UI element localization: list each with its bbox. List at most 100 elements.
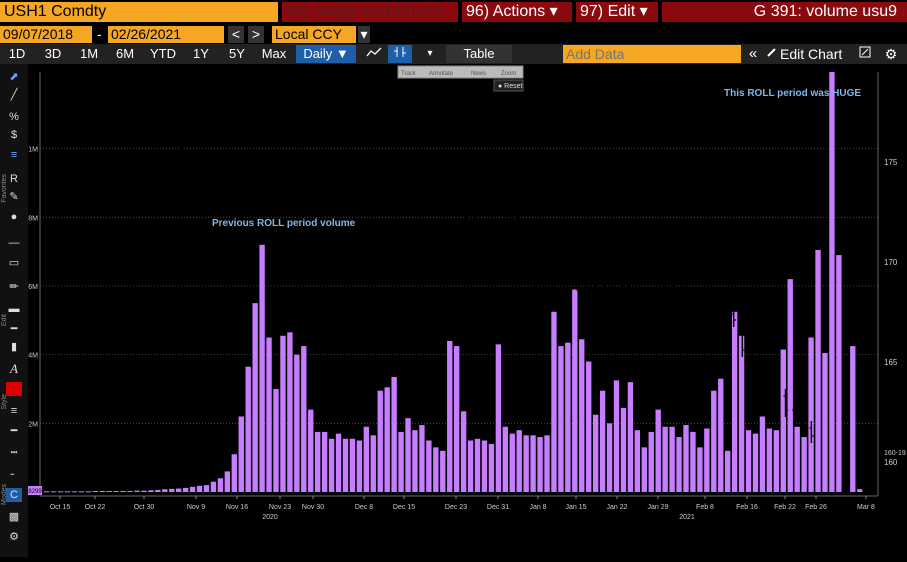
left-tick-label: 0.4M [28, 353, 38, 360]
dollar-tool-icon[interactable]: $ [10, 129, 18, 141]
period-1d-button[interactable]: 1D [8, 46, 26, 61]
marker-icon[interactable]: ● [10, 211, 18, 223]
currency-dropdown-icon[interactable]: ▾ [358, 26, 370, 43]
volume-bar [592, 414, 599, 492]
period-1y-button[interactable]: 1Y [193, 46, 209, 61]
text-tool-icon[interactable]: A [10, 361, 18, 376]
period-6m-button[interactable]: 6M [115, 46, 135, 61]
fib-tool-icon[interactable]: ≡ [10, 149, 18, 161]
period-max-button[interactable]: Max [261, 46, 287, 61]
previous-roll-annotation: Previous ROLL period volume [212, 218, 356, 229]
eraser-icon[interactable]: ▬ [8, 303, 20, 315]
add-data-input[interactable] [563, 45, 741, 63]
volume-bar [731, 311, 738, 492]
floating-toolbar: Track Annotate News Zoom ● Reset [397, 65, 524, 92]
color-swatch[interactable] [6, 382, 22, 396]
volume-bar [551, 311, 557, 492]
apps-icon[interactable]: ▩ [8, 511, 20, 523]
x-tick-label: Dec 31 [487, 504, 509, 511]
volume-bar [189, 486, 196, 492]
year-label: 2020 [262, 514, 278, 521]
floating-tool-zoom[interactable]: Zoom [501, 71, 516, 77]
line-chart-icon[interactable] [364, 45, 384, 63]
volume-bar [280, 335, 286, 492]
volume-bar [210, 481, 217, 492]
table-button[interactable]: Table [446, 45, 512, 63]
volume-bar [92, 490, 98, 492]
edit-chart-button[interactable]: Edit Chart [780, 46, 843, 62]
next-period-button[interactable]: > [248, 26, 264, 43]
x-tick-label: Nov 23 [269, 504, 291, 511]
volume-bar [579, 339, 585, 492]
left-tick-label: 0.2M [28, 421, 38, 428]
volume-bar [523, 435, 529, 492]
edit-menu[interactable]: 97) Edit ▾ [576, 2, 658, 22]
volume-bar [676, 437, 682, 492]
floating-tool-annotate[interactable]: Annotate [429, 71, 454, 77]
end-date-input[interactable]: 02/26/2021 [108, 26, 224, 43]
expand-icon[interactable] [858, 45, 872, 63]
volume-bar [850, 346, 856, 492]
modes-label: Modes [1, 484, 8, 506]
stroke-icon[interactable]: ╴ [10, 469, 18, 481]
volume-bar [586, 361, 592, 492]
start-date-input[interactable]: 09/07/2018 [0, 26, 92, 43]
dashed-line-icon[interactable]: ┅ [10, 447, 18, 459]
volume-bar [454, 346, 460, 492]
gear-icon[interactable]: ⚙ [884, 46, 898, 62]
pencil-icon[interactable] [764, 45, 778, 63]
reset-button[interactable]: ● Reset [498, 83, 523, 90]
rectangle-icon[interactable]: ▭ [8, 257, 20, 269]
draw-line-icon[interactable]: ╱ [10, 89, 18, 101]
volume-bar [488, 443, 495, 492]
chart-type-dropdown-icon[interactable]: ▾ [427, 48, 433, 59]
volume-bar [224, 471, 231, 492]
ticker-field[interactable]: USH1 Comdty [0, 2, 278, 22]
period-3d-button[interactable]: 3D [44, 46, 62, 61]
percent-tool-icon[interactable]: % [9, 111, 19, 123]
period-ytd-button[interactable]: YTD [150, 46, 176, 61]
settings-icon[interactable]: ⚙ [9, 531, 19, 543]
frequency-select[interactable]: Daily ▼ [296, 45, 356, 63]
brush-icon[interactable]: ✎ [9, 191, 19, 203]
currency-select[interactable]: Local CCY [272, 26, 356, 43]
volume-bar [106, 490, 112, 492]
suggested-charts-menu[interactable]: 94) Suggested Charts [282, 2, 458, 22]
period-1m-button[interactable]: 1M [79, 46, 99, 61]
volume-bar [725, 450, 731, 492]
volume-bar [433, 447, 439, 492]
volume-bar [822, 352, 828, 492]
volume-bar [217, 478, 224, 492]
chart-area[interactable]: 1M 0.8M 0.6M 0.4M 0.2M 8299 175 170 165 160160-1… [22, 64, 907, 557]
volume-bar [273, 389, 279, 492]
reset-tool-icon[interactable]: R [10, 173, 18, 185]
volume-bar [301, 346, 307, 492]
title-bar: USH1 Comdty 94) Suggested Charts 96) Act… [0, 0, 907, 24]
volume-bar [447, 340, 453, 492]
previous-period-button[interactable]: < [228, 26, 244, 43]
mode-icon[interactable]: C [6, 488, 22, 502]
volume-bar [342, 438, 349, 492]
period-5y-button[interactable]: 5Y [229, 46, 245, 61]
line-width-icon[interactable]: ━ [10, 425, 18, 437]
floating-tool-track[interactable]: Track [401, 71, 417, 77]
actions-menu[interactable]: 96) Actions ▾ [462, 2, 572, 22]
edit-label: Edit [1, 314, 8, 327]
cursor-icon[interactable]: ⬈ [9, 71, 19, 83]
floating-tool-news[interactable]: News [471, 71, 486, 77]
volume-bar [294, 354, 300, 492]
volume-bar [155, 489, 161, 492]
ohlc-chart-icon[interactable] [388, 45, 412, 63]
volume-bar [801, 437, 807, 492]
collapse-icon[interactable]: « [748, 45, 758, 62]
chart-svg[interactable]: 1M 0.8M 0.6M 0.4M 0.2M 8299 175 170 165 160160-1… [22, 64, 907, 557]
ruler-icon[interactable]: ━ [10, 323, 18, 335]
pen-icon[interactable]: ✏ [9, 281, 19, 293]
line-style-icon[interactable]: ≡ [10, 405, 18, 417]
volume-bar [502, 426, 508, 492]
volume-bar [690, 431, 696, 492]
trash-icon[interactable]: ▮ [10, 341, 18, 353]
volume-bar [565, 342, 571, 492]
horizontal-line-icon[interactable]: — [8, 237, 20, 249]
volume-bar [509, 433, 515, 492]
